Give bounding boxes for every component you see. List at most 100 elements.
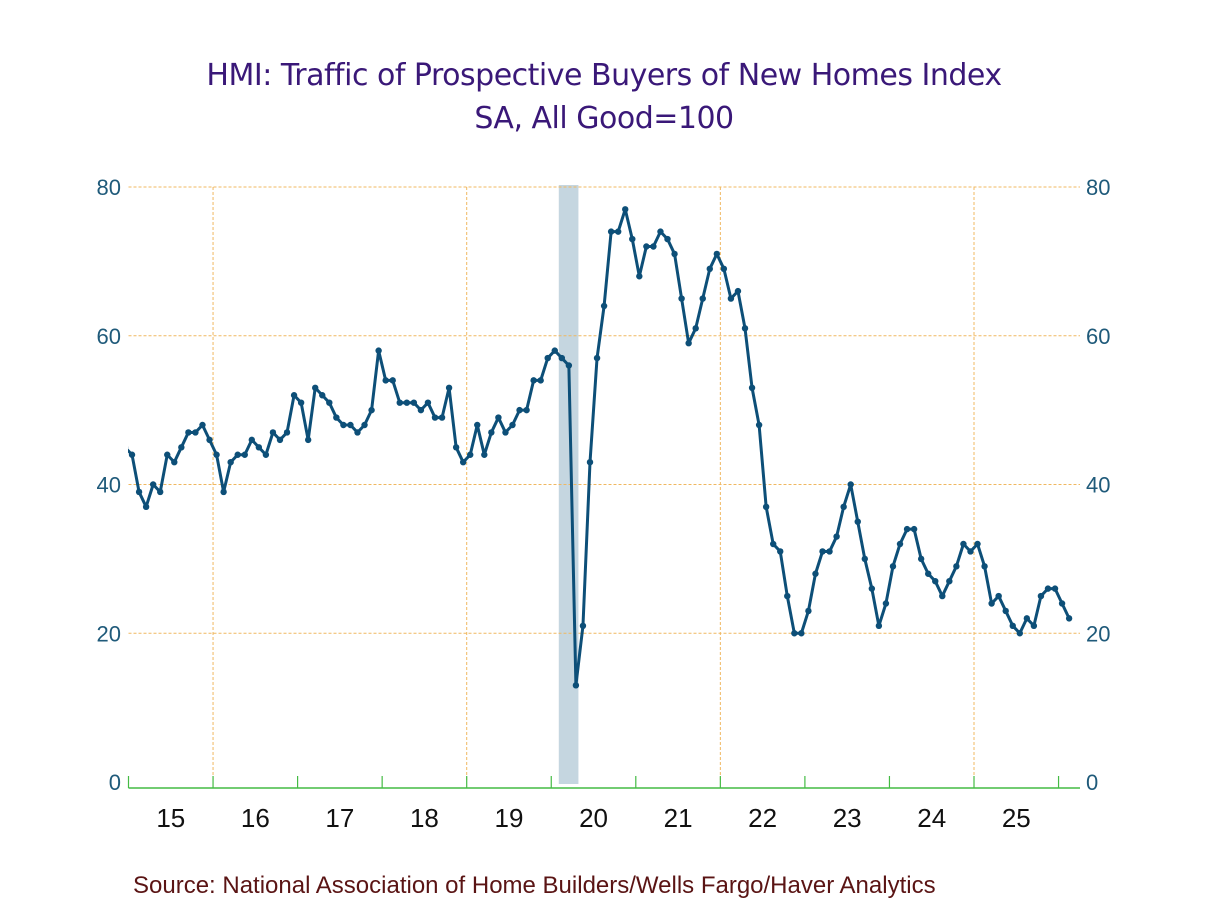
data-point (939, 592, 946, 600)
data-point (149, 481, 157, 488)
y-tick-label-right: 80 (1086, 175, 1110, 200)
series-line (128, 207, 1071, 687)
data-point (326, 399, 333, 406)
data-point (903, 525, 911, 533)
data-point (495, 414, 502, 421)
data-point (685, 339, 692, 347)
data-point (481, 451, 488, 458)
data-point (269, 429, 277, 436)
data-point (777, 548, 784, 555)
y-tick-label-right: 20 (1086, 621, 1110, 646)
data-point (713, 250, 721, 258)
data-point (650, 243, 657, 250)
data-point (875, 622, 883, 630)
data-point (445, 384, 453, 392)
y-axis-right-labels: 0 20 40 60 80 (1086, 175, 1110, 795)
x-tick-label: 24 (917, 803, 946, 833)
y-tick-label-right: 60 (1086, 324, 1110, 349)
x-tick-label: 20 (579, 803, 608, 833)
data-point (607, 228, 615, 235)
data-point (826, 548, 833, 555)
data-point (748, 384, 756, 392)
data-point (227, 458, 234, 466)
data-point (565, 362, 573, 369)
data-point (558, 354, 566, 362)
x-tick-label: 15 (156, 803, 185, 833)
data-point (1037, 592, 1045, 600)
data-point (178, 444, 185, 451)
data-point (312, 384, 319, 392)
data-point (354, 429, 361, 436)
data-point (593, 354, 601, 362)
data-point (572, 682, 580, 689)
data-point (854, 518, 861, 525)
data-point (988, 600, 995, 607)
y-tick-label-left: 20 (97, 621, 121, 646)
x-tick-label: 17 (325, 803, 354, 833)
data-point (164, 451, 171, 458)
data-point (135, 488, 143, 496)
data-point (255, 444, 263, 451)
data-point (692, 325, 699, 332)
data-point (784, 592, 791, 600)
data-point (171, 458, 178, 466)
data-point (798, 630, 805, 637)
data-point (819, 548, 826, 555)
data-point (319, 392, 326, 399)
data-point (1058, 600, 1066, 607)
data-point (960, 540, 967, 548)
data-point (488, 429, 495, 436)
data-point (248, 436, 256, 444)
x-tick-label: 25 (1002, 803, 1031, 833)
data-point (925, 570, 932, 577)
data-point (706, 265, 713, 273)
data-point (157, 488, 164, 496)
data-point (452, 444, 460, 451)
data-point (333, 414, 340, 421)
data-point (932, 577, 939, 585)
data-point (974, 540, 981, 548)
data-point (769, 540, 777, 548)
y-tick-label-left: 40 (97, 473, 121, 498)
data-point (791, 630, 798, 637)
data-point (671, 250, 678, 258)
data-point (340, 421, 347, 429)
data-point (917, 555, 925, 563)
data-point (290, 392, 298, 399)
data-point (812, 570, 819, 577)
data-point (389, 377, 396, 384)
data-point (424, 399, 432, 406)
data-point (882, 600, 890, 607)
data-point (502, 429, 509, 436)
data-point (995, 592, 1002, 600)
data-point (192, 429, 199, 436)
data-point (410, 399, 418, 406)
data-point (622, 206, 629, 213)
data-point (643, 243, 650, 250)
data-point (523, 406, 530, 414)
y-tick-label-left: 0 (109, 770, 121, 795)
data-point (600, 302, 608, 310)
data-point (1065, 615, 1073, 622)
data-point (755, 421, 763, 429)
data-point (530, 377, 537, 384)
x-tick-label: 22 (748, 803, 777, 833)
data-point (678, 295, 685, 302)
data-point (981, 563, 988, 570)
data-point (1016, 630, 1023, 637)
data-point (128, 451, 136, 458)
data-point (896, 540, 904, 548)
data-point (840, 503, 847, 511)
data-point (509, 421, 516, 429)
data-point (910, 525, 918, 533)
data-point (459, 458, 467, 466)
data-point (1002, 607, 1009, 615)
data-point (199, 421, 206, 429)
data-point (629, 235, 636, 243)
data-point (727, 295, 735, 302)
data-point (1009, 622, 1016, 630)
y-tick-label-right: 40 (1086, 473, 1110, 498)
data-point (847, 481, 854, 488)
data-point (889, 563, 897, 570)
